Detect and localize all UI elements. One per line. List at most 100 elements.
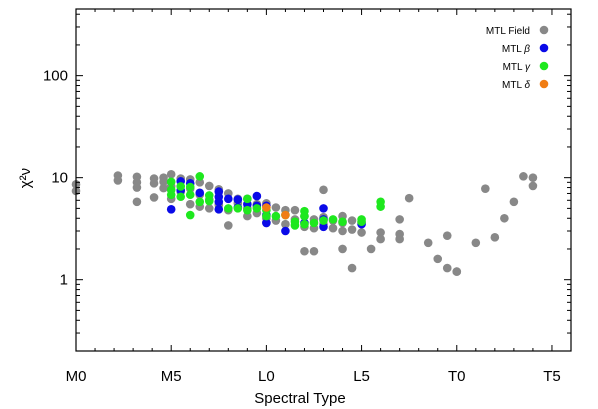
data-point	[500, 213, 509, 223]
x-tick-label: T0	[448, 368, 466, 385]
data-point	[262, 211, 271, 221]
data-point	[338, 217, 347, 227]
data-point	[423, 238, 433, 248]
data-point	[204, 204, 214, 213]
data-point	[319, 222, 328, 232]
data-point	[395, 215, 404, 224]
series-3	[262, 203, 290, 220]
data-point	[149, 193, 159, 202]
data-point	[233, 204, 243, 213]
y-tick-label: 100	[43, 68, 68, 85]
data-point	[204, 181, 214, 191]
data-point	[185, 190, 195, 200]
data-point	[528, 173, 538, 182]
legend: MTL Field MTL β MTL γ MTL δ	[486, 25, 549, 91]
data-point	[281, 226, 290, 236]
data-point	[132, 197, 142, 207]
data-point	[204, 196, 214, 206]
data-point	[519, 172, 528, 181]
data-point	[328, 223, 338, 233]
data-point	[433, 254, 443, 264]
data-point	[281, 219, 290, 229]
data-point	[224, 221, 233, 230]
data-point	[490, 233, 500, 242]
data-point	[366, 244, 376, 254]
data-point	[252, 191, 262, 201]
data-point	[243, 211, 252, 221]
data-point	[132, 183, 142, 192]
x-tick-label: L5	[353, 368, 370, 385]
x-axis-title: Spectral Type	[254, 390, 345, 407]
data-point	[214, 197, 224, 207]
x-tick-label: L0	[258, 368, 275, 385]
data-points	[71, 169, 538, 276]
data-point	[300, 246, 309, 256]
data-point	[159, 177, 168, 187]
data-point	[442, 231, 452, 240]
data-point	[195, 197, 205, 207]
data-point	[404, 193, 414, 203]
legend-label: MTL β	[502, 44, 530, 55]
data-point	[149, 179, 159, 188]
data-point	[166, 190, 176, 200]
legend-label: MTL γ	[503, 62, 531, 73]
data-point	[357, 217, 366, 227]
data-point	[338, 244, 347, 254]
data-point	[328, 215, 338, 224]
data-point	[271, 203, 281, 212]
data-point	[243, 205, 252, 215]
data-point	[224, 194, 233, 204]
data-point	[471, 238, 481, 248]
data-point	[233, 195, 243, 204]
data-point	[224, 204, 233, 213]
legend-label: MTL δ	[502, 80, 530, 91]
x-tick-label: M0	[66, 368, 87, 385]
data-point	[262, 203, 271, 212]
data-point	[252, 204, 262, 213]
data-point	[376, 202, 385, 211]
data-point	[214, 204, 224, 214]
y-axis: 1 10 100	[43, 13, 571, 352]
y-axis-title: χ²ν	[17, 168, 34, 188]
data-point	[185, 182, 195, 192]
data-point	[176, 192, 186, 202]
data-point	[195, 178, 205, 187]
data-point	[452, 267, 462, 276]
data-point	[166, 204, 176, 214]
legend-marker	[539, 61, 549, 71]
x-tick-label: M5	[161, 368, 182, 385]
legend-marker	[539, 43, 549, 53]
data-point	[347, 216, 357, 225]
data-point	[442, 263, 452, 273]
data-point	[243, 194, 252, 204]
legend-label: MTL Field	[486, 26, 530, 37]
x-tick-label: T5	[543, 368, 561, 385]
data-point	[185, 199, 195, 209]
data-point	[338, 226, 347, 236]
y-tick-label: 10	[51, 170, 68, 187]
data-point	[262, 218, 271, 228]
x-axis: M0 M5 L0 L5 T0 T5	[66, 9, 561, 385]
data-point	[281, 210, 290, 220]
data-point	[195, 188, 205, 198]
data-point	[509, 197, 519, 207]
data-point	[176, 182, 186, 191]
data-point	[271, 211, 281, 221]
data-point	[290, 221, 300, 230]
data-point	[195, 172, 205, 181]
y-tick-label: 1	[60, 272, 68, 289]
data-point	[185, 210, 195, 220]
data-point	[481, 184, 490, 193]
data-point	[290, 205, 300, 215]
data-point	[376, 234, 385, 244]
legend-marker	[539, 25, 549, 35]
data-point	[319, 216, 328, 225]
data-point	[159, 183, 168, 193]
data-point	[309, 218, 319, 228]
data-point	[113, 176, 123, 185]
data-point	[300, 219, 309, 229]
data-point	[300, 211, 309, 221]
data-point	[395, 234, 404, 244]
data-point	[319, 185, 328, 195]
